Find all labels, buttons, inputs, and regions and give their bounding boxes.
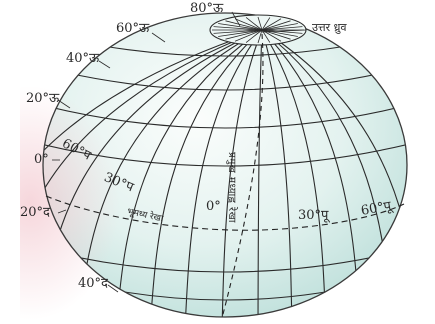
polar-spoke bbox=[225, 20, 263, 31]
label-lon-30e: 30°पू bbox=[298, 208, 329, 223]
globe-pink-tint bbox=[20, 60, 220, 320]
meridian-line bbox=[184, 29, 263, 317]
label-lat-60n: 60°ऊ bbox=[116, 21, 150, 36]
polar-spoke bbox=[218, 29, 263, 37]
meridian-line bbox=[43, 29, 263, 317]
latitude-line bbox=[102, 45, 348, 57]
lat-80-pointer bbox=[231, 11, 241, 27]
lat-60-pointer bbox=[151, 32, 166, 43]
label-lat-40s: 40°द bbox=[78, 276, 108, 291]
lat-20-pointer bbox=[57, 99, 71, 109]
meridian-line bbox=[221, 29, 263, 317]
meridian-line bbox=[43, 29, 263, 317]
polar-spoke bbox=[245, 29, 263, 43]
lat-20s-pointer bbox=[57, 209, 67, 214]
polar-spoke bbox=[213, 26, 263, 31]
meridian-line bbox=[261, 29, 293, 317]
lat-40-pointer bbox=[98, 60, 111, 69]
latitude-line bbox=[43, 139, 407, 167]
label-lat-20s: 20°द bbox=[20, 205, 50, 220]
polar-spoke bbox=[261, 26, 303, 31]
polar-spoke bbox=[261, 17, 271, 31]
label-prime-meridian: प्रमुख मध्याह्न रेखा bbox=[226, 152, 237, 223]
polar-spoke bbox=[225, 29, 263, 40]
polar-spoke bbox=[261, 20, 291, 31]
label-lat-40n: 40°ऊ bbox=[66, 51, 100, 66]
meridian-line bbox=[257, 29, 263, 317]
polar-spoke bbox=[261, 18, 282, 31]
meridian-line bbox=[261, 29, 407, 317]
polar-spoke bbox=[261, 23, 298, 31]
polar-spoke bbox=[213, 29, 263, 34]
polar-spoke bbox=[234, 18, 263, 31]
lat-40s-pointer bbox=[107, 284, 119, 293]
label-lat-0: 0° bbox=[34, 152, 49, 167]
label-lat-20n: 20°ऊ bbox=[26, 91, 60, 106]
label-lon-0: 0° bbox=[206, 199, 221, 214]
polar-spoke bbox=[261, 29, 298, 37]
polar-spoke bbox=[261, 29, 303, 34]
latitude-line bbox=[62, 71, 388, 91]
equator-line bbox=[45, 195, 405, 231]
latitude-line bbox=[43, 103, 407, 129]
polar-spoke bbox=[218, 23, 263, 31]
polar-spoke bbox=[257, 29, 263, 44]
polar-spoke bbox=[245, 17, 263, 31]
latitude-line bbox=[44, 249, 406, 273]
north-pole-pointer bbox=[261, 29, 307, 33]
polar-spoke bbox=[234, 29, 263, 42]
globe-outline bbox=[42, 12, 408, 318]
polar-meridian-spokes bbox=[212, 16, 304, 44]
meridian-line bbox=[149, 29, 263, 317]
polar-spoke bbox=[257, 16, 263, 31]
label-north-pole: उत्तर ध्रुव bbox=[312, 21, 347, 34]
label-lat-80n: 80°ऊ bbox=[190, 1, 224, 16]
